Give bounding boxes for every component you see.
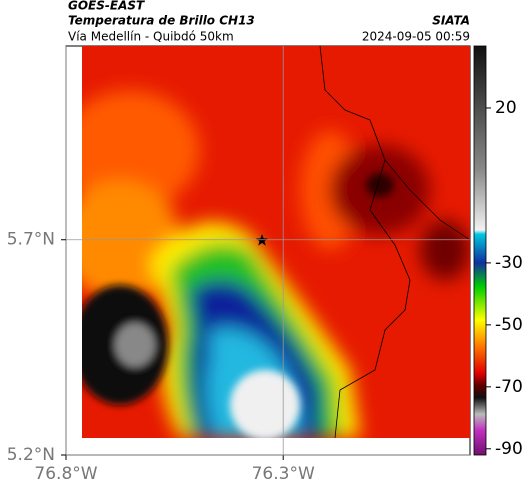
colorbar-tick-label: -90 (495, 439, 523, 459)
datetime: 2024-09-05 00:59 (362, 30, 470, 44)
y-tick-label: 5.2°N (7, 445, 55, 465)
colorbar-tick-label: 20 (495, 98, 517, 118)
y-tick-label: 5.7°N (7, 230, 55, 250)
colorbar-tick-label: -30 (495, 253, 523, 273)
x-tick-label: 76.8°W (34, 464, 97, 484)
colorbar-tick-label: -50 (495, 315, 523, 335)
product-title: Temperatura de Brillo CH13 (68, 14, 255, 28)
brightness-image (82, 46, 470, 438)
colorbar (473, 45, 487, 456)
source-label: SIATA (432, 14, 470, 28)
x-tick-label: 76.3°W (252, 464, 315, 484)
subtitle: Vía Medellín - Quibdó 50km (68, 30, 234, 44)
satellite-name: GOES-EAST (68, 0, 145, 13)
colorbar-tick-label: -70 (495, 377, 523, 397)
